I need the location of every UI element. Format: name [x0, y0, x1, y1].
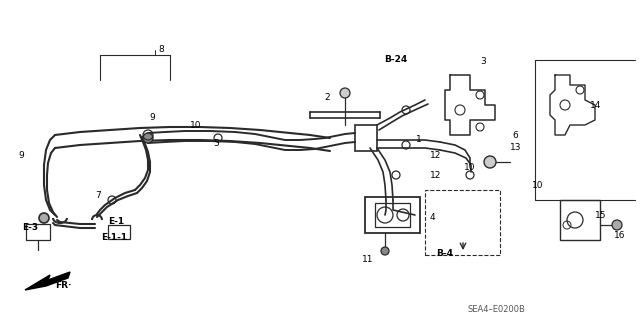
- Bar: [560, 200, 600, 240]
- Text: 16: 16: [614, 231, 625, 240]
- Text: 3: 3: [480, 57, 486, 66]
- Text: 11: 11: [362, 256, 374, 264]
- Text: 12: 12: [430, 170, 442, 180]
- Text: B-4: B-4: [436, 249, 453, 257]
- Text: 10: 10: [464, 164, 476, 173]
- Text: 1: 1: [416, 136, 422, 145]
- Text: 2: 2: [324, 93, 330, 102]
- Polygon shape: [25, 272, 70, 290]
- Text: FR·: FR·: [55, 280, 72, 290]
- Bar: [365, 197, 420, 233]
- Text: 12: 12: [430, 151, 442, 160]
- Text: 9: 9: [149, 114, 155, 122]
- Text: 6: 6: [512, 130, 518, 139]
- Bar: [355, 125, 377, 151]
- Bar: [26, 224, 50, 240]
- Circle shape: [381, 247, 389, 255]
- Text: 4: 4: [430, 213, 436, 222]
- Bar: [375, 203, 410, 227]
- Text: 8: 8: [158, 46, 164, 55]
- Text: 9: 9: [18, 151, 24, 160]
- Text: 5: 5: [213, 138, 219, 147]
- Text: E-3: E-3: [22, 224, 38, 233]
- Text: 10: 10: [532, 181, 543, 189]
- Text: 13: 13: [510, 144, 522, 152]
- Circle shape: [612, 220, 622, 230]
- Circle shape: [39, 213, 49, 223]
- Bar: [108, 225, 130, 239]
- Text: 14: 14: [590, 100, 602, 109]
- Text: 15: 15: [595, 211, 607, 219]
- Circle shape: [340, 88, 350, 98]
- Circle shape: [484, 156, 496, 168]
- Bar: [425, 190, 500, 255]
- Text: SEA4–E0200B: SEA4–E0200B: [468, 306, 526, 315]
- Text: 7: 7: [95, 190, 100, 199]
- Text: E-1: E-1: [108, 218, 124, 226]
- Circle shape: [143, 133, 153, 143]
- Text: B-24: B-24: [384, 56, 407, 64]
- Text: E-1-1: E-1-1: [101, 234, 127, 242]
- Text: 10: 10: [190, 121, 202, 130]
